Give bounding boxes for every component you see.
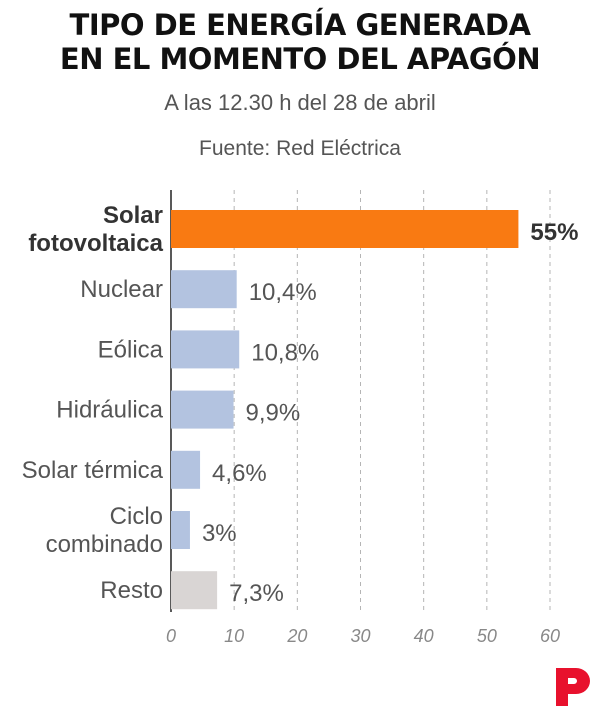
bar-1 [171,270,237,309]
x-tick-label: 60 [540,626,560,646]
x-tick-label: 30 [350,626,370,646]
category-label: Resto [100,577,163,604]
bar-5 [171,511,190,549]
value-label: 9,9% [246,400,301,427]
value-label: 55% [530,219,578,246]
category-label: combinado [46,531,163,558]
value-label: 4,6% [212,460,267,487]
category-label: Solar [103,202,163,229]
value-label: 7,3% [229,580,284,607]
x-tick-label: 0 [166,626,176,646]
category-label: Hidráulica [56,397,163,424]
value-label: 10,4% [249,279,317,306]
category-label: Solar térmica [22,457,164,484]
chart-subtitle: A las 12.30 h del 28 de abril [164,90,436,115]
chart-title: TIPO DE ENERGÍA GENERADA EN EL MOMENTO D… [0,8,600,76]
bar-3 [171,390,234,429]
category-label: Eólica [98,336,164,363]
category-label: fotovoltaica [28,230,163,257]
x-tick-label: 50 [477,626,497,646]
x-tick-label: 20 [286,626,307,646]
publico-logo-icon [556,668,590,706]
bar-2 [171,330,240,369]
bar-4 [171,450,201,489]
category-label: Nuclear [80,276,163,303]
bar-0 [171,210,519,248]
category-label: Ciclo [110,503,163,530]
value-label: 3% [202,520,237,547]
chart-title-line-2: EN EL MOMENTO DEL APAGÓN [59,42,541,76]
chart-title-line-1: TIPO DE ENERGÍA GENERADA [69,8,531,42]
value-label: 10,8% [251,339,319,366]
x-tick-label: 10 [224,626,244,646]
x-tick-label: 40 [414,626,434,646]
bar-6 [171,571,218,610]
chart-source: Fuente: Red Eléctrica [199,137,401,160]
